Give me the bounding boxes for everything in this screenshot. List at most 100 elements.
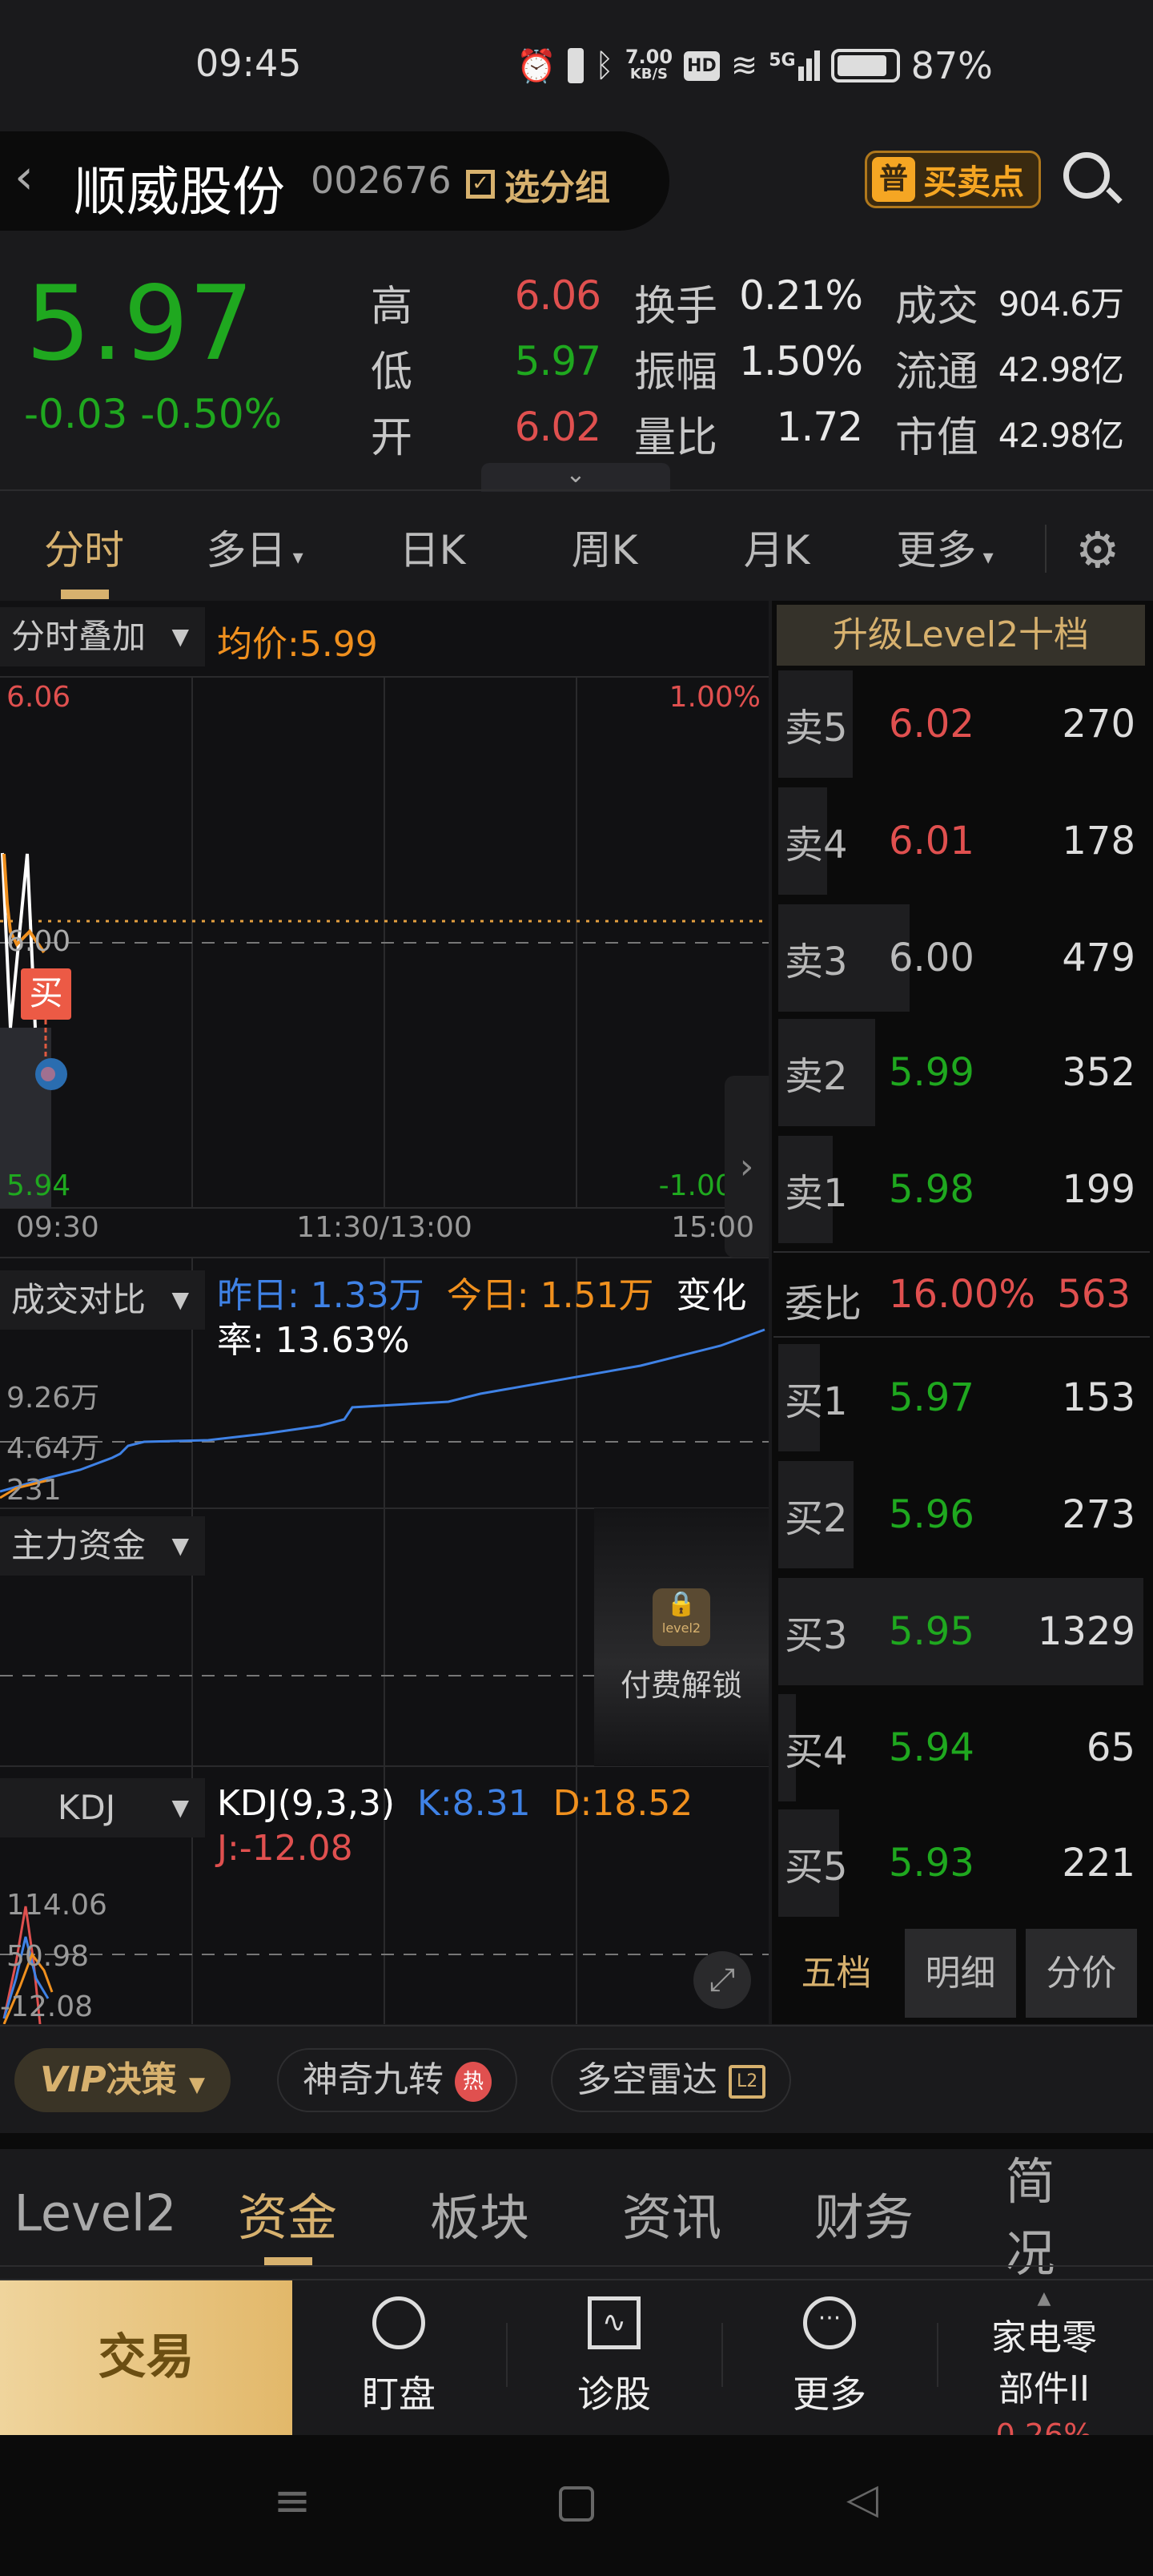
stat-value: 6.02	[514, 404, 601, 450]
level-volume: 352	[1062, 1050, 1135, 1095]
bottom-tab[interactable]: 简况	[1005, 2152, 1055, 2283]
stock-code: 002676	[311, 159, 452, 202]
order-book	[772, 601, 1153, 2024]
bid-row[interactable]: 买4 5.94 65	[778, 1694, 1143, 1801]
buy-marker[interactable]: 买	[21, 968, 71, 1020]
bluetooth-icon: ᛒ	[594, 47, 614, 84]
volume-bar	[778, 1578, 1143, 1685]
chart-tab[interactable]: 周K	[571, 527, 638, 574]
ask-row[interactable]: 卖2 5.99 352	[778, 1019, 1143, 1126]
ask-row[interactable]: 卖5 6.02 270	[778, 670, 1143, 778]
fullscreen-icon[interactable]: ⤢	[693, 1951, 751, 2009]
bid-row[interactable]: 买5 5.93 221	[778, 1809, 1143, 1917]
diagnose-button[interactable]: ∿ 诊股	[577, 2280, 651, 2435]
volume-bar	[778, 1694, 797, 1801]
divider	[0, 2279, 1153, 2280]
chart-tab[interactable]: 月K	[743, 527, 810, 574]
stat-label: 换手	[634, 283, 718, 331]
bid-row[interactable]: 买2 5.96 273	[778, 1461, 1143, 1568]
menu-icon[interactable]: ≡	[273, 2475, 311, 2527]
dropdown-caret-icon: ▾	[286, 545, 303, 570]
ask-row[interactable]: 卖3 6.00 479	[778, 904, 1143, 1012]
level-label: 买1	[785, 1379, 848, 1424]
separator-band	[0, 2133, 1153, 2149]
trade-button[interactable]: 交易	[0, 2280, 292, 2435]
tab-divider	[1045, 525, 1047, 573]
select-group-button[interactable]: ✓ 选分组	[466, 159, 610, 210]
tab-five-levels[interactable]: 五档	[801, 1953, 872, 1994]
stat-value: 42.98亿	[998, 350, 1124, 389]
chart-expand-handle[interactable]: ›	[725, 1076, 769, 1258]
tab-price-distribution[interactable]: 分价	[1026, 1929, 1137, 2018]
y-high: 6.06	[6, 681, 71, 714]
stat-label: 高	[371, 283, 413, 331]
chart-tab[interactable]: 更多 ▾	[896, 527, 994, 574]
expand-quote-button[interactable]: ⌄	[481, 463, 670, 492]
bottom-tab[interactable]: 板块	[429, 2188, 530, 2247]
kdj-j-line	[2, 1906, 42, 2024]
overlay-dropdown[interactable]: 分时叠加 ▼	[0, 607, 205, 666]
avg-line	[2, 853, 46, 954]
ask-row[interactable]: 卖4 6.01 178	[778, 787, 1143, 895]
level-price: 6.00	[889, 936, 974, 980]
battery-percent: 87%	[910, 44, 993, 87]
bid-row[interactable]: 买1 5.97 153	[778, 1344, 1143, 1451]
divider	[0, 2025, 1153, 2027]
stat-label: 成交	[895, 283, 979, 331]
volume-bar	[778, 1344, 821, 1451]
current-price: 5.97	[26, 264, 254, 384]
bid-row[interactable]: 买3 5.95 1329	[778, 1578, 1143, 1685]
more-dots-icon: ···	[803, 2296, 856, 2349]
chart-tab[interactable]: 日K	[399, 527, 466, 574]
bottom-tab[interactable]: 资金	[237, 2188, 338, 2247]
bottom-tab[interactable]: Level2	[14, 2184, 177, 2243]
bottom-tab[interactable]: 资讯	[621, 2188, 722, 2247]
watch-button[interactable]: 盯盘	[362, 2280, 436, 2435]
sector-button[interactable]: ▲ 家电零部件II 0.26%	[991, 2288, 1097, 2453]
volume-compare-info: 昨日: 1.33万 今日: 1.51万 变化 率: 13.63%	[217, 1275, 747, 1361]
l2-badge: L2	[729, 2065, 766, 2099]
level-volume: 1329	[1037, 1609, 1135, 1654]
bull-bear-radar-button[interactable]: 多空雷达 L2	[551, 2048, 792, 2112]
back-button[interactable]: ‹	[14, 149, 34, 205]
unlock-panel[interactable]: 🔒 level2 付费解锁	[594, 1508, 769, 1766]
ask-row[interactable]: 卖1 5.98 199	[778, 1136, 1143, 1243]
upgrade-level2-button[interactable]: 升级Level2十档	[777, 605, 1145, 666]
chart-tab[interactable]: 多日 ▾	[206, 527, 303, 574]
chart-tab[interactable]: 分时	[44, 527, 124, 574]
search-icon[interactable]	[1063, 152, 1123, 204]
lock-icon: 🔒 level2	[653, 1588, 710, 1646]
y-mid: 6.00	[6, 925, 71, 958]
home-icon[interactable]	[559, 2486, 594, 2522]
vibrate-icon	[567, 48, 584, 83]
volume-bar	[778, 670, 853, 778]
volume-compare-dropdown[interactable]: 成交对比 ▼	[0, 1270, 205, 1330]
tab-details[interactable]: 明细	[905, 1929, 1016, 2018]
order-ratio: 16.00%	[889, 1272, 1036, 1317]
back-nav-icon[interactable]: ◁	[846, 2475, 878, 2523]
level-volume: 178	[1062, 819, 1135, 863]
system-nav-bar	[0, 2435, 1153, 2576]
level-price: 6.01	[889, 819, 974, 863]
price-change: -0.03 -0.50%	[24, 391, 283, 437]
stat-label: 开	[371, 414, 413, 462]
level-label: 买5	[785, 1845, 848, 1890]
level-price: 5.98	[889, 1167, 974, 1212]
magic-nine-button[interactable]: 神奇九转 热	[277, 2048, 517, 2112]
kdj-values: KDJ(9,3,3) K:8.31 D:18.52 J:-12.08	[217, 1783, 693, 1869]
main-fund-dropdown[interactable]: 主力资金 ▼	[0, 1516, 205, 1576]
level-label: 买3	[785, 1613, 848, 1658]
battery-icon	[830, 49, 900, 83]
hd-icon: HD	[684, 50, 720, 81]
volume-today-line	[0, 1479, 49, 1499]
stat-value: 1.50%	[739, 338, 863, 384]
order-ratio-diff: 563	[1057, 1272, 1131, 1317]
gear-icon[interactable]: ⚙	[1075, 521, 1120, 579]
bottom-tab[interactable]: 财务	[814, 2188, 914, 2247]
more-button[interactable]: ··· 更多	[793, 2280, 866, 2435]
vip-decision-button[interactable]: VIP决策 ▼	[14, 2048, 231, 2112]
trade-point-button[interactable]: 普 买卖点	[865, 151, 1041, 208]
kdj-dropdown[interactable]: KDJ ▼	[0, 1778, 205, 1837]
status-icons: ⏰ ᛒ 7.00 KB/S HD ≋ 5G 87%	[516, 42, 993, 90]
kdj-tick: 114.06	[6, 1889, 107, 1922]
